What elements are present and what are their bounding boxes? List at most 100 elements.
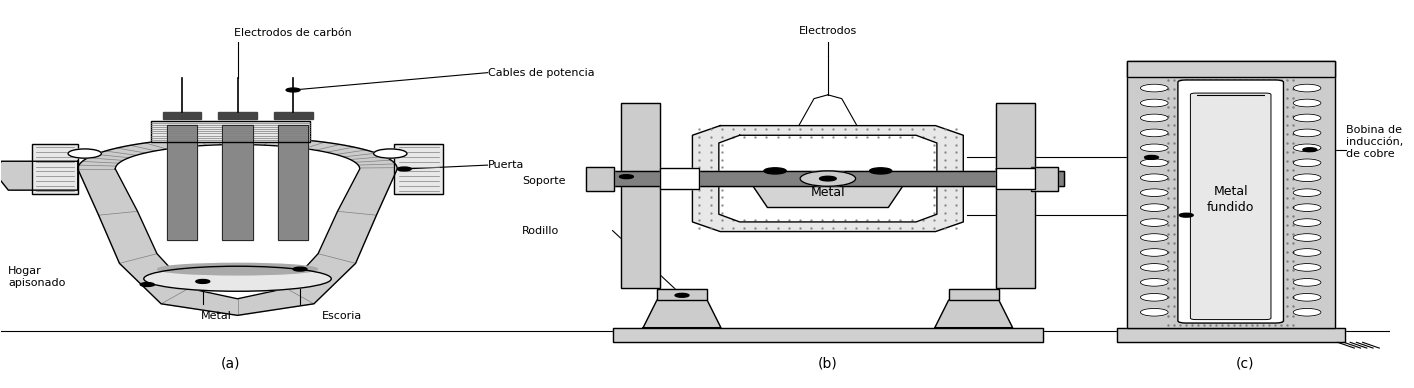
Text: Hogar
apisonado: Hogar apisonado [8,266,65,288]
Circle shape [820,176,836,181]
Circle shape [1141,174,1168,182]
Polygon shape [643,300,721,328]
Bar [1127,61,1335,77]
Bar [395,144,443,194]
Bar [621,104,660,288]
Ellipse shape [144,266,331,291]
Circle shape [1179,213,1193,217]
Circle shape [1294,249,1321,256]
Circle shape [870,168,892,174]
Circle shape [1294,99,1321,107]
Bar [1117,328,1345,342]
Circle shape [1294,84,1321,92]
Bar [660,168,699,189]
Circle shape [1141,144,1168,152]
Circle shape [1294,279,1321,286]
Text: Electrodos de carbón: Electrodos de carbón [235,28,352,38]
Circle shape [1141,308,1168,316]
Bar [621,104,660,288]
Circle shape [1141,234,1168,241]
Circle shape [764,168,786,174]
Circle shape [674,293,689,297]
Bar [587,167,614,191]
Circle shape [1141,84,1168,92]
FancyBboxPatch shape [1178,80,1284,323]
Circle shape [800,171,855,186]
Circle shape [140,282,154,286]
Polygon shape [0,161,78,190]
Text: Puerta: Puerta [488,160,525,170]
Circle shape [286,88,300,92]
Circle shape [293,267,307,271]
Circle shape [1294,293,1321,301]
Bar [658,289,707,300]
Text: Rodillo: Rodillo [522,225,560,236]
Text: Metal: Metal [201,312,232,322]
Ellipse shape [157,263,317,275]
Circle shape [1294,159,1321,167]
Circle shape [1294,189,1321,197]
Bar [395,144,443,194]
Bar [1127,61,1335,328]
Bar [995,168,1035,189]
Polygon shape [78,137,397,315]
Bar [33,144,78,194]
Bar [274,112,312,119]
Bar [949,289,998,300]
Polygon shape [747,177,909,208]
Circle shape [1141,99,1168,107]
Circle shape [1141,129,1168,137]
Bar [277,125,308,240]
Circle shape [1141,204,1168,211]
Bar [995,168,1035,189]
Bar [222,125,253,240]
Text: Bobina de
inducción,
de cobre: Bobina de inducción, de cobre [1346,125,1403,159]
Circle shape [1294,204,1321,211]
Circle shape [1294,114,1321,122]
Bar [995,104,1035,288]
Circle shape [1141,219,1168,227]
FancyBboxPatch shape [1191,93,1271,320]
Bar [163,112,201,119]
Bar [995,104,1035,288]
Text: Metal: Metal [810,185,846,199]
Circle shape [1294,144,1321,152]
Bar [660,168,699,189]
Polygon shape [116,145,359,299]
Circle shape [197,279,209,283]
Circle shape [1294,174,1321,182]
Bar [167,125,197,240]
Bar [1127,61,1335,77]
Circle shape [1302,148,1316,152]
Circle shape [1294,219,1321,227]
Bar [591,171,1063,186]
Text: Escoria: Escoria [321,312,362,322]
Circle shape [1141,263,1168,271]
Bar [33,144,78,194]
Text: (c): (c) [1236,357,1254,371]
Circle shape [1141,159,1168,167]
Polygon shape [718,135,937,222]
Circle shape [1141,189,1168,197]
Circle shape [1141,249,1168,256]
Bar [658,289,707,300]
Text: Cables de potencia: Cables de potencia [488,68,594,78]
Polygon shape [935,300,1012,328]
Bar [949,289,998,300]
Bar [1117,328,1345,342]
Circle shape [1294,234,1321,241]
Bar [1127,61,1335,328]
Circle shape [619,175,633,178]
Circle shape [68,149,102,158]
Bar [1031,167,1059,191]
Text: Cemento
refractario: Cemento refractario [901,147,960,168]
Text: (b): (b) [817,357,837,371]
Text: Electrodos: Electrodos [799,26,857,36]
Text: Crisol: Crisol [929,210,960,220]
Circle shape [1294,263,1321,271]
Bar [167,125,197,240]
Polygon shape [693,126,963,232]
Bar [151,121,311,142]
Text: Soporte: Soporte [522,175,566,185]
Circle shape [1141,279,1168,286]
